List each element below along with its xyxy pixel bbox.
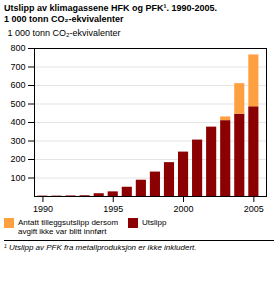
svg-text:1 000 tonn CO₂-ekvivalenter: 1 000 tonn CO₂-ekvivalenter — [8, 27, 121, 37]
svg-text:300: 300 — [10, 135, 25, 145]
svg-text:2005: 2005 — [244, 203, 264, 213]
html-text:Antatt tilleggsutslipp dersom: Antatt tilleggsutslipp dersom avgift ikk… — [18, 217, 119, 237]
html-text:¹ Utslipp av PFK fra metallpro: ¹ Utslipp av PFK fra metallproduksjon er… — [4, 242, 197, 252]
svg-text:100: 100 — [10, 172, 25, 182]
html-text:1 000 tonn CO₂-ekvivalenter: 1 000 tonn CO₂-ekvivalenter — [4, 14, 124, 25]
svg-text:600: 600 — [10, 80, 25, 90]
svg-text:800: 800 — [10, 43, 25, 53]
svg-text:500: 500 — [10, 98, 25, 108]
svg-text:200: 200 — [10, 154, 25, 164]
html-text:Utslipp av klimagassene HFK og: Utslipp av klimagassene HFK og PFK¹. 199… — [4, 3, 218, 13]
html-text:Utslipp: Utslipp — [142, 217, 167, 227]
svg-text:1990: 1990 — [33, 203, 53, 213]
svg-text:400: 400 — [10, 117, 25, 127]
svg-text:700: 700 — [10, 61, 25, 71]
svg-text:2000: 2000 — [174, 203, 194, 213]
svg-text:1995: 1995 — [103, 203, 123, 213]
